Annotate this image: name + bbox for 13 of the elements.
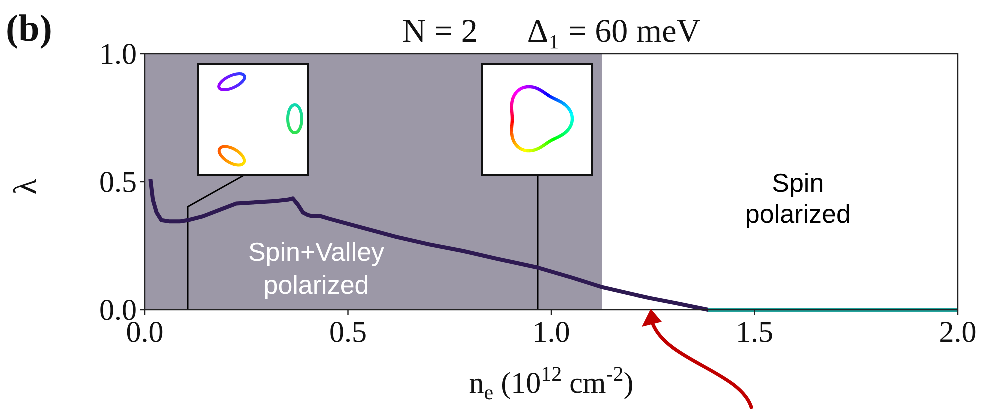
line-series: [148, 177, 710, 312]
chart-title: N = 2 Δ₁ = 60 meV: [402, 14, 701, 50]
y-tick-label: 0.5: [100, 166, 137, 199]
text: (b): [6, 8, 52, 50]
x-tick-label: 1.5: [736, 316, 774, 349]
x-tick-label: 1.0: [532, 316, 570, 349]
y-axis-title: λ: [7, 178, 43, 195]
x-tick-label: 2.0: [939, 316, 977, 349]
x-axis-title: n$_{e}$ (10$^{12}$ cm$^{-2}$): [469, 362, 634, 405]
x-tick-label: 0.5: [330, 316, 367, 349]
annotation: Spin polarized: [745, 168, 851, 229]
y-tick-label: 1.0: [100, 38, 137, 71]
band-label: Spin+Valley polarized: [248, 237, 385, 300]
